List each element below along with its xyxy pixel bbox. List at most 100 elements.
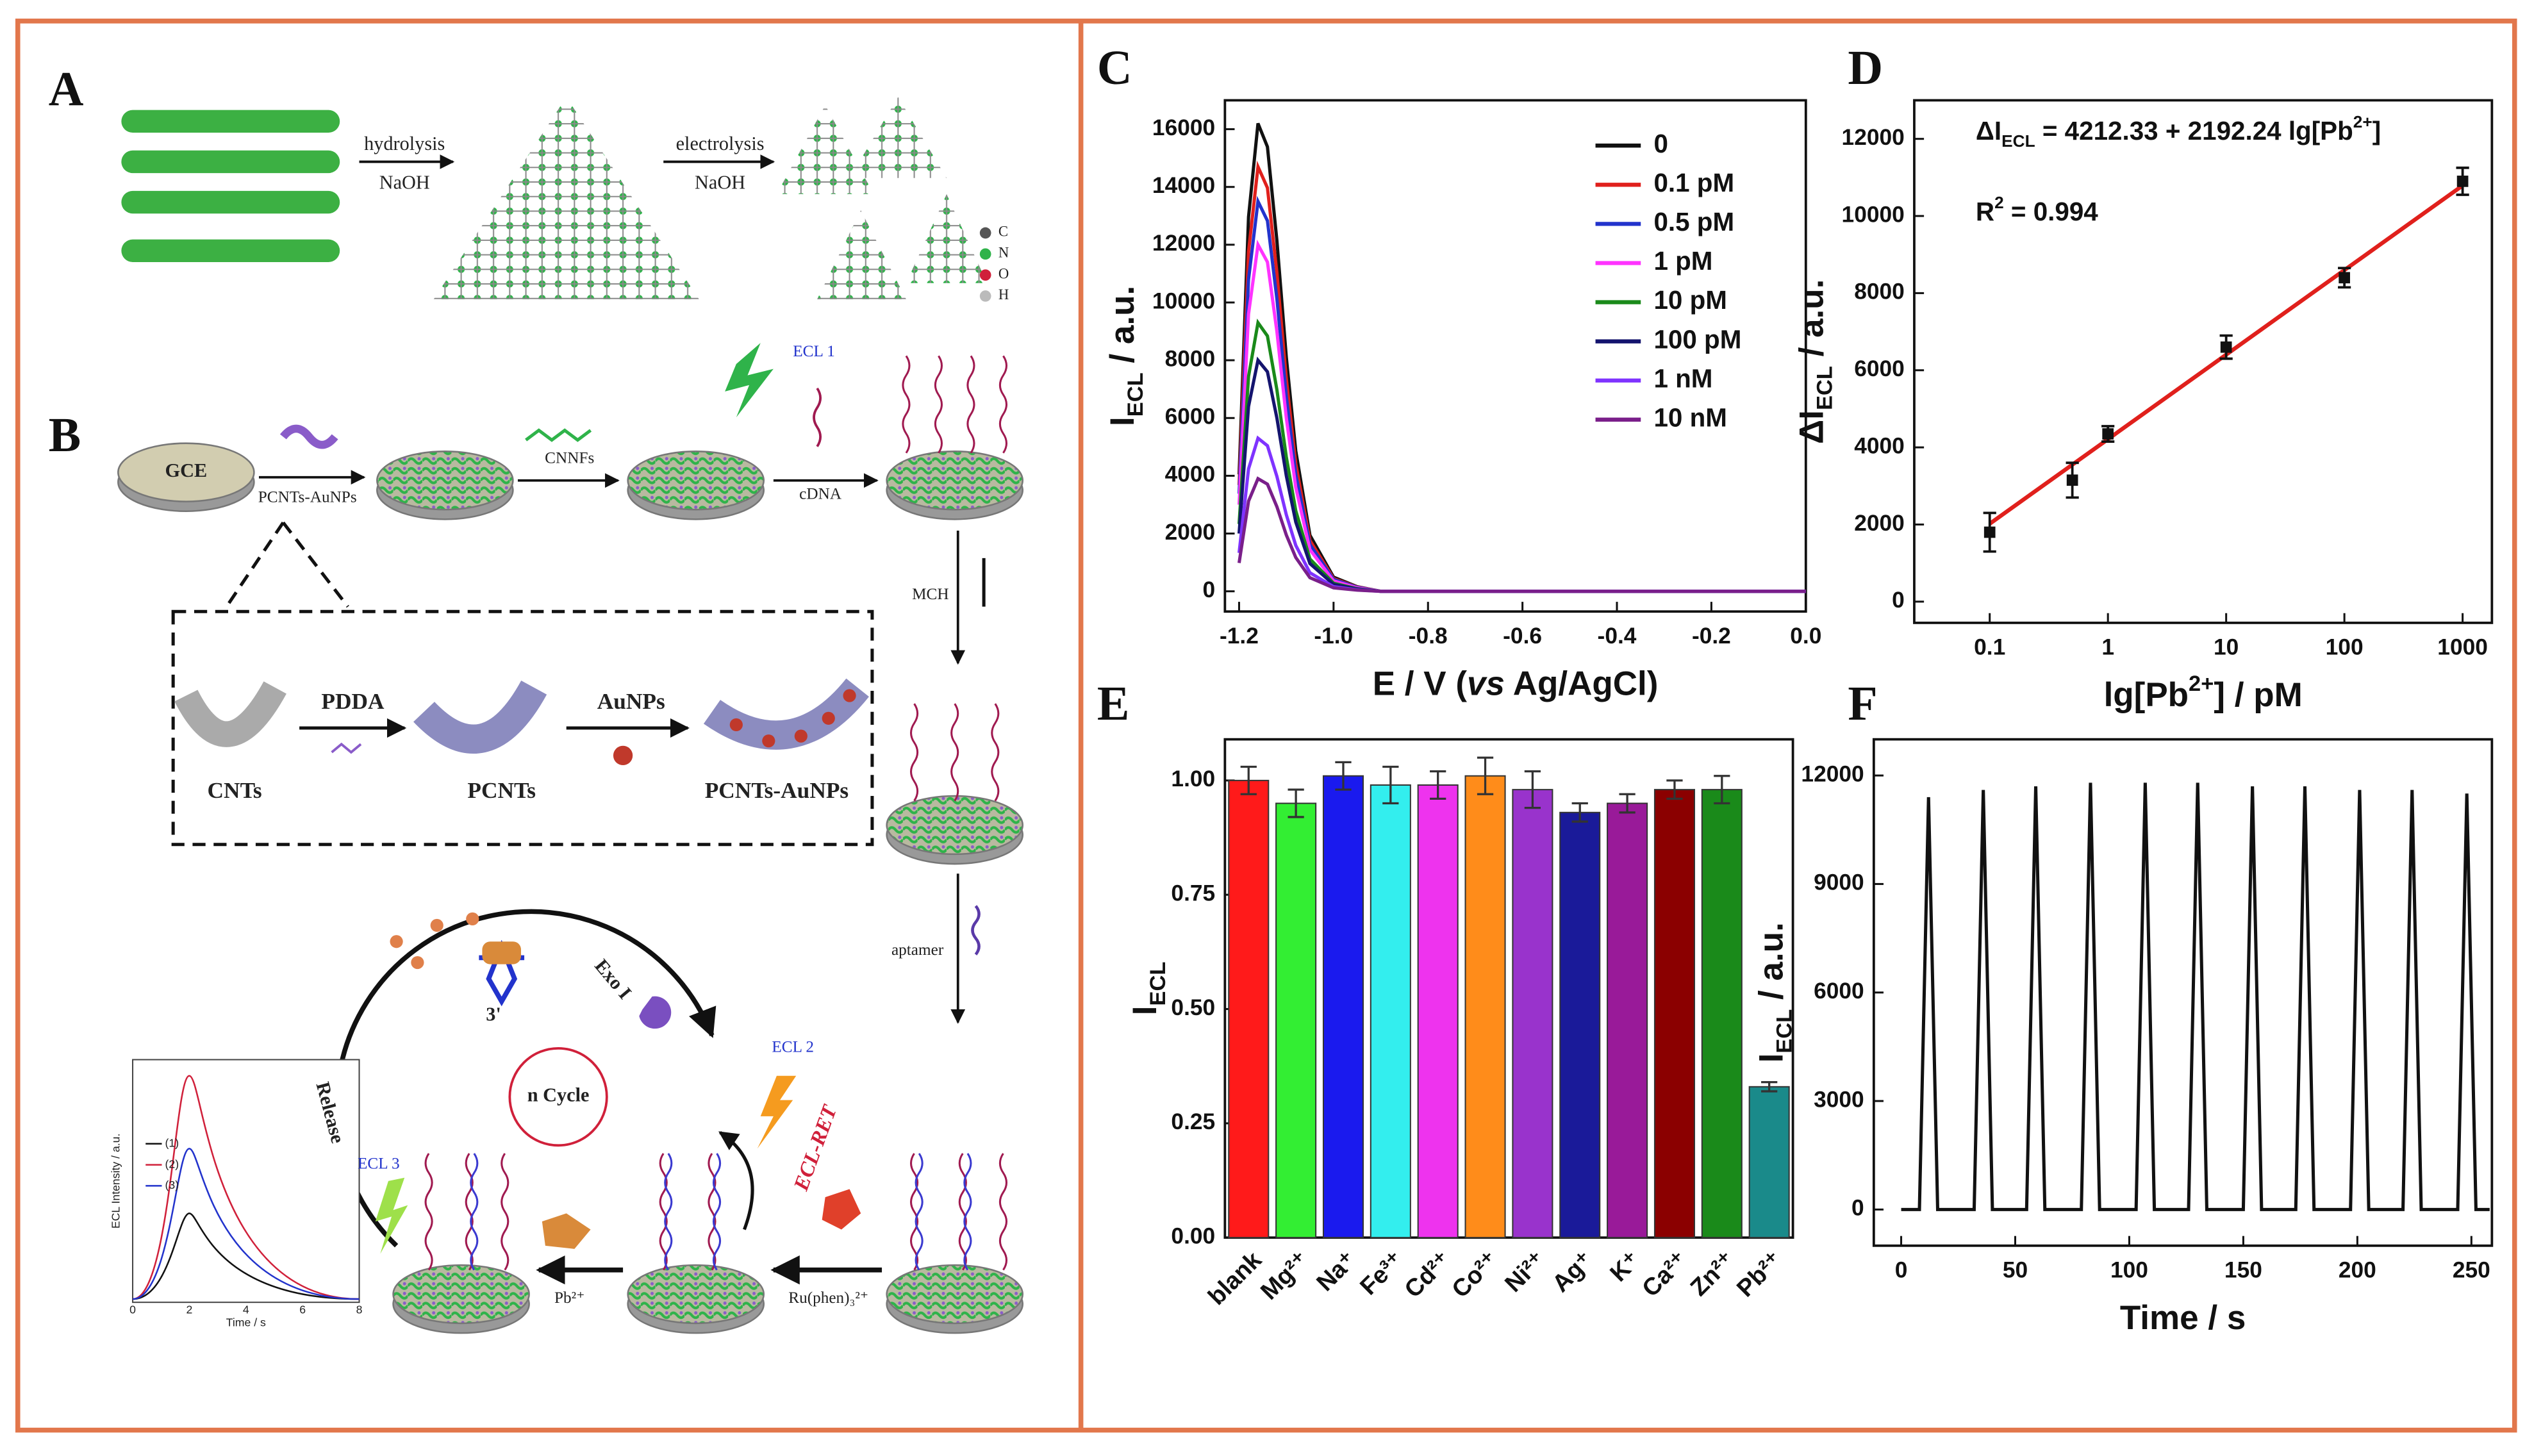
bar (1512, 789, 1553, 1239)
panel-label: E (1097, 677, 1130, 731)
text-part: 2 (1994, 193, 2004, 212)
x-tick-label: -1.0 (1314, 624, 1353, 649)
label: PCNTs-AuNPs (705, 778, 849, 803)
y-axis-label: IECL / a.u. (1752, 922, 1796, 1063)
y-tick-label: 2000 (1165, 520, 1216, 545)
text-part: = 4212.33 + 2192.24 lg[Pb (2035, 116, 2353, 145)
label: CNNFs (545, 450, 594, 467)
x-tick-label: 100 (2110, 1258, 2148, 1283)
y-axis-label: IECL (1126, 962, 1170, 1016)
panel-label: F (1848, 677, 1877, 731)
y-tick-label: 12000 (1801, 761, 1864, 786)
text-part: Ag/AgCl) (1505, 665, 1658, 702)
y-tick-label: 0.75 (1171, 881, 1215, 906)
text-part: 2+ (2189, 672, 2214, 696)
panel-label: C (1097, 42, 1132, 95)
label: Pb²⁺ (554, 1289, 585, 1307)
legend-label: N (998, 245, 1009, 261)
x-tick-label: -1.2 (1220, 624, 1259, 649)
y-axis-label: ΔIECL / a.u. (1793, 279, 1837, 444)
y-tick-label: 6000 (1814, 979, 1864, 1004)
legend-label: O (998, 265, 1009, 281)
x-axis-label: lg[Pb2+] / pM (2104, 672, 2303, 714)
error-bar (1666, 779, 1683, 800)
legend-label: 10 pM (1653, 285, 1727, 315)
label: MCH (912, 586, 949, 603)
text-part: = 0.994 (2004, 197, 2099, 226)
label: 3' (486, 1003, 501, 1025)
legend-label: 100 pM (1653, 324, 1741, 354)
x-tick-label: 100 (2326, 635, 2364, 660)
schematic-a (121, 97, 991, 302)
error-bar (1524, 770, 1541, 809)
text-part: ECL (1772, 1009, 1796, 1054)
error-bar (1335, 761, 1352, 791)
x-tick-label: 1000 (2437, 635, 2488, 660)
y-tick-label: 0 (1203, 577, 1216, 602)
x-tick-label: 10 (2214, 635, 2239, 660)
error-bar (1619, 793, 1636, 814)
y-tick-label: 0.25 (1171, 1109, 1215, 1134)
label: Ru(phen)₃²⁺ (788, 1289, 868, 1307)
y-tick-label: 12000 (1152, 231, 1215, 256)
y-tick-label: 10000 (1842, 202, 1905, 227)
label: ECL Intensity / a.u. (109, 1134, 122, 1229)
legend-label: H (998, 286, 1009, 302)
error-bar (1477, 756, 1494, 795)
legend-label: C (998, 224, 1008, 240)
tick-label: 4 (243, 1303, 249, 1316)
text-part: E / V ( (1373, 665, 1468, 702)
x-tick-label: 0 (1895, 1258, 1908, 1283)
legend-label: (3) (165, 1179, 179, 1191)
y-tick-label: 9000 (1814, 870, 1864, 895)
y-tick-label: 6000 (1854, 356, 1905, 381)
label: CNTs (208, 778, 262, 803)
label: Time / s (226, 1316, 266, 1329)
y-tick-label: 0.00 (1171, 1224, 1215, 1249)
line-series (1901, 782, 2490, 1211)
x-tick-label: 0.1 (1974, 635, 2005, 660)
legend-label: 1 pM (1653, 246, 1712, 276)
text-part: ] (2373, 116, 2381, 145)
x-axis-label: E / V (vs Ag/AgCl) (1373, 665, 1659, 702)
error-bar (1382, 765, 1399, 805)
annotation: R2 = 0.994 (1976, 193, 2098, 226)
y-tick-label: 10000 (1152, 288, 1215, 313)
label: GCE (165, 459, 208, 481)
label: PCNTs (467, 778, 536, 803)
text-part: ΔI (1793, 410, 1830, 444)
bar (1559, 811, 1601, 1239)
tick-label: 2 (186, 1303, 192, 1316)
text-part: ECL (1146, 962, 1170, 1006)
point (1983, 526, 1996, 538)
frame (15, 19, 2517, 1433)
plot-frame (1223, 99, 1807, 613)
x-tick-label: 150 (2224, 1258, 2262, 1283)
legend-label: (1) (165, 1136, 179, 1149)
bar (1653, 789, 1695, 1239)
error-bar (1288, 788, 1304, 818)
legend-label: 0.1 pM (1653, 168, 1734, 197)
text-part: / a.u. (1793, 279, 1830, 366)
y-tick-label: 8000 (1165, 346, 1216, 371)
x-tick-label: -0.4 (1598, 624, 1637, 649)
x-tick-label: 0.0 (1790, 624, 1821, 649)
text-part: R (1976, 197, 1994, 226)
bar (1275, 802, 1317, 1239)
point (2339, 272, 2350, 284)
error-bar (1430, 770, 1446, 800)
text-part: I (1752, 1054, 1790, 1063)
x-tick-label: -0.2 (1692, 624, 1731, 649)
panel-label: B (49, 409, 81, 462)
x-tick-label: -0.8 (1409, 624, 1448, 649)
bar (1228, 779, 1270, 1239)
label: NaOH (695, 172, 745, 194)
y-tick-label: 0 (1892, 588, 1905, 613)
label: n Cycle (527, 1084, 590, 1106)
y-axis-label: IECL / a.u. (1104, 286, 1148, 426)
plot-frame (1223, 738, 1794, 1239)
plot-frame (1872, 738, 2494, 1247)
bar (1607, 802, 1648, 1239)
label: PDDA (321, 689, 385, 714)
